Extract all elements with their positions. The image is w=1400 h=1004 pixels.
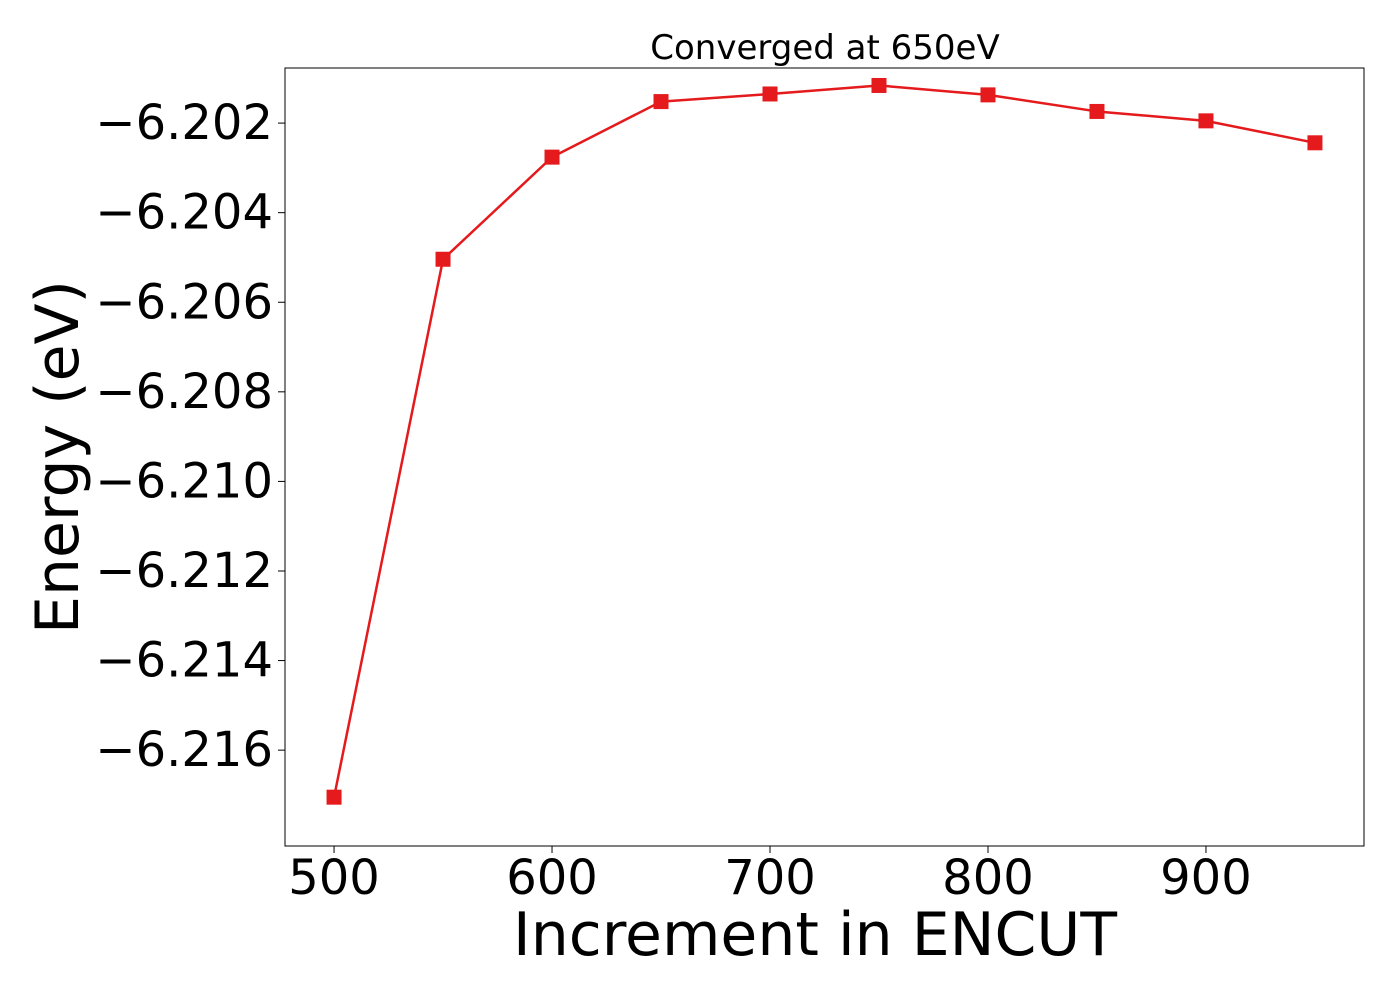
plot-area-frame bbox=[284, 67, 1365, 847]
y-axis-ticks: −6.202 −6.204 −6.206 −6.208 −6.210 −6.212 −6.2… bbox=[95, 95, 285, 778]
y-tick-label: −6.208 bbox=[95, 364, 273, 420]
data-point-marker bbox=[544, 149, 560, 165]
x-axis-label: Increment in ENCUT bbox=[513, 900, 1117, 970]
y-axis-label: Energy (eV) bbox=[23, 280, 93, 634]
y-tick-label: −6.212 bbox=[95, 543, 273, 599]
y-tick-label: −6.210 bbox=[95, 453, 273, 509]
y-tick-label: −6.214 bbox=[95, 633, 273, 689]
series-line bbox=[332, 84, 1316, 798]
y-tick-label: −6.202 bbox=[95, 95, 273, 151]
chart-title: Converged at 650eV bbox=[650, 28, 999, 68]
x-tick-label: 700 bbox=[724, 850, 816, 906]
x-tick-label: 500 bbox=[288, 850, 380, 906]
data-point-marker bbox=[980, 87, 996, 103]
y-tick-label: −6.216 bbox=[95, 722, 273, 778]
data-point-marker bbox=[1307, 135, 1323, 151]
data-point-marker bbox=[762, 86, 778, 102]
data-point-marker bbox=[326, 789, 342, 805]
y-tick-label: −6.204 bbox=[95, 185, 273, 241]
data-point-marker bbox=[435, 251, 451, 267]
x-tick-label: 900 bbox=[1160, 850, 1252, 906]
x-tick-label: 800 bbox=[942, 850, 1034, 906]
data-point-marker bbox=[653, 94, 669, 110]
y-tick-label: −6.206 bbox=[95, 274, 273, 330]
data-point-marker bbox=[1089, 103, 1105, 119]
series-layer bbox=[326, 77, 1323, 805]
x-axis-ticks: 500 600 700 800 900 bbox=[288, 846, 1252, 906]
data-point-marker bbox=[871, 77, 887, 93]
data-point-marker bbox=[1198, 113, 1214, 129]
x-tick-label: 600 bbox=[506, 850, 598, 906]
